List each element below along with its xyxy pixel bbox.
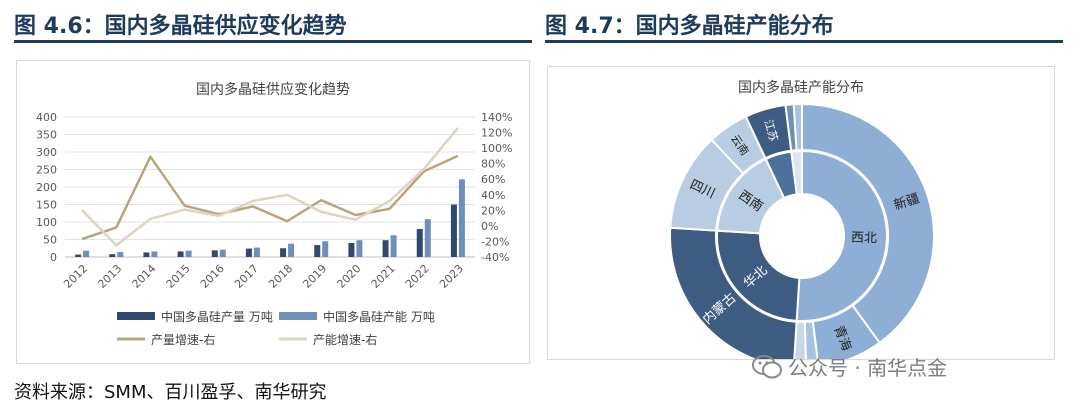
x-tick-label: 2020: [335, 262, 364, 291]
y-left-tick-label: 50: [43, 234, 57, 247]
x-tick-label: 2015: [164, 262, 193, 291]
watermark: 公众号 · 南华点金: [752, 352, 947, 381]
line-production-growth: [81, 154, 459, 241]
y-right-tick-label: 140%: [481, 111, 512, 124]
bar-capacity: [356, 240, 363, 257]
legend-swatch: [117, 312, 155, 320]
bar-production: [143, 252, 150, 257]
inner-ring-slice: [716, 229, 801, 322]
supply-trend-chart: 国内多晶硅供应变化趋势 0 50 100 150 200 250 300 350 400 -40…: [36, 81, 512, 347]
chart-title: 国内多晶硅产能分布: [738, 79, 864, 96]
legend-label: 产量增速-右: [151, 332, 215, 347]
y-right-tick-label: 0%: [481, 220, 498, 233]
legend-label: 中国多晶硅产能 万吨: [323, 309, 435, 324]
inner-ring-slice: [795, 149, 888, 322]
bar-capacity: [458, 179, 465, 257]
bar-capacity: [151, 251, 158, 257]
x-tick-label: 2022: [403, 262, 432, 291]
capacity-distribution-chart-frame: 国内多晶硅产能分布 西北 华北 西南 新疆 青海 内蒙古 四川 云南 江苏: [547, 66, 1055, 369]
bar-production: [109, 254, 116, 257]
bar-production: [382, 240, 389, 257]
x-tick-label: 2013: [95, 262, 124, 291]
outer-ring-slice: [792, 102, 803, 152]
x-tick-label: 2023: [437, 262, 466, 291]
x-tick-label: 2018: [266, 262, 295, 291]
y-right-tick-label: 80%: [481, 158, 505, 171]
left-title-rule: [14, 40, 532, 43]
x-tick-label: 2014: [130, 262, 159, 291]
y-left-tick-label: 400: [36, 111, 57, 124]
bar-production: [245, 248, 252, 257]
bar-capacity: [253, 247, 260, 257]
right-title-rule: [545, 40, 1063, 43]
bar-capacity: [185, 250, 192, 257]
watermark-text: 公众号 · 南华点金: [788, 356, 948, 380]
bar-production: [450, 204, 457, 257]
x-tick-label: 2012: [61, 262, 90, 291]
bar-capacity: [424, 219, 431, 257]
legend-label: 中国多晶硅产量 万吨: [161, 309, 273, 324]
y-right-tick-label: 100%: [481, 142, 512, 155]
legend-label: 产能增速-右: [313, 332, 377, 347]
legend-swatch: [279, 312, 317, 320]
y-left-tick-label: 350: [36, 129, 57, 142]
bar-production: [75, 254, 82, 257]
source-note: 资料来源：SMM、百川盈孚、南华研究: [14, 382, 327, 403]
bar-production: [416, 229, 423, 257]
left-figure-title: 图 4.6：国内多晶硅供应变化趋势: [14, 14, 347, 39]
y-right-tick-label: 20%: [481, 204, 505, 217]
x-tick-label: 2017: [232, 262, 261, 291]
y-left-tick-label: 100: [36, 216, 57, 229]
y-left-tick-label: 250: [36, 164, 57, 177]
bar-capacity: [117, 252, 124, 257]
y-right-tick-label: 120%: [481, 127, 512, 140]
bar-production: [177, 251, 184, 257]
inner-ring-slice-label: 西北: [851, 231, 877, 247]
y-left-tick-label: 0: [50, 251, 57, 264]
supply-trend-chart-frame: 国内多晶硅供应变化趋势 0 50 100 150 200 250 300 350 400 -40…: [16, 60, 530, 364]
right-figure-title: 图 4.7：国内多晶硅产能分布: [545, 14, 834, 39]
y-right-tick-label: 40%: [481, 189, 505, 202]
x-tick-label: 2021: [369, 262, 398, 291]
y-right-tick-label: -20%: [481, 235, 509, 248]
outer-ring-slice: [801, 102, 935, 345]
bar-production: [211, 250, 218, 257]
bar-capacity: [322, 241, 329, 257]
bar-production: [348, 243, 355, 257]
x-tick-label: 2019: [300, 262, 329, 291]
x-tick-label: 2016: [198, 262, 227, 291]
y-left-tick-label: 150: [36, 199, 57, 212]
bar-capacity: [390, 235, 397, 257]
bar-production: [280, 248, 287, 257]
y-left-tick-label: 300: [36, 146, 57, 159]
wechat-icon: [752, 354, 782, 378]
y-left-tick-label: 200: [36, 181, 57, 194]
bar-capacity: [288, 243, 295, 257]
outer-ring-slice-label: 江苏: [762, 118, 781, 143]
line-capacity-growth: [81, 127, 459, 247]
y-right-tick-label: 60%: [481, 173, 505, 186]
chart-title: 国内多晶硅供应变化趋势: [196, 81, 350, 98]
bar-capacity: [83, 250, 90, 257]
bar-capacity: [219, 249, 226, 257]
bar-production: [314, 245, 321, 257]
y-right-tick-label: -40%: [481, 251, 509, 264]
outer-ring-slice-label: 新疆: [892, 190, 922, 213]
inner-ring-slice: [790, 149, 803, 196]
